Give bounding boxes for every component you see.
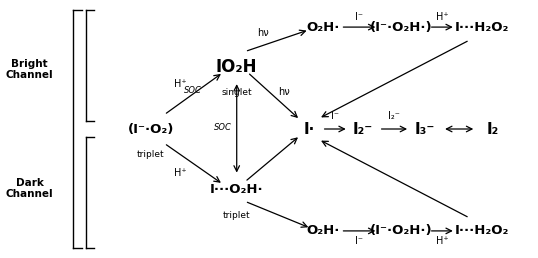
Text: (I⁻·O₂H·): (I⁻·O₂H·) bbox=[370, 21, 432, 34]
Text: hν: hν bbox=[278, 87, 290, 96]
Text: I₂: I₂ bbox=[486, 122, 498, 136]
Text: hν: hν bbox=[257, 28, 268, 38]
Text: I·: I· bbox=[304, 122, 315, 136]
Text: triplet: triplet bbox=[223, 211, 251, 220]
Text: H⁺: H⁺ bbox=[174, 168, 187, 178]
Text: I₂⁻: I₂⁻ bbox=[353, 122, 373, 136]
Text: triplet: triplet bbox=[137, 150, 165, 159]
Text: I₃⁻: I₃⁻ bbox=[415, 122, 435, 136]
Text: I⁻: I⁻ bbox=[356, 236, 363, 246]
Text: O₂H·: O₂H· bbox=[306, 21, 339, 34]
Text: H⁺: H⁺ bbox=[436, 236, 449, 246]
Text: O₂H·: O₂H· bbox=[306, 224, 339, 237]
Text: SOC: SOC bbox=[183, 86, 202, 95]
Text: I₂⁻: I₂⁻ bbox=[388, 111, 400, 121]
Text: I⁻: I⁻ bbox=[356, 12, 363, 22]
Text: I⁻: I⁻ bbox=[331, 111, 339, 121]
Text: I···H₂O₂: I···H₂O₂ bbox=[454, 224, 509, 237]
Text: H⁺: H⁺ bbox=[436, 12, 449, 22]
Text: IO₂H: IO₂H bbox=[216, 58, 258, 76]
Text: I···O₂H·: I···O₂H· bbox=[210, 183, 264, 196]
Text: Bright
Channel: Bright Channel bbox=[6, 59, 53, 80]
Text: (I⁻·O₂): (I⁻·O₂) bbox=[128, 123, 174, 135]
Text: Dark
Channel: Dark Channel bbox=[6, 178, 53, 199]
Text: SOC: SOC bbox=[214, 123, 232, 132]
Text: singlet: singlet bbox=[222, 88, 252, 97]
Text: H⁺: H⁺ bbox=[174, 79, 187, 89]
Text: I···H₂O₂: I···H₂O₂ bbox=[454, 21, 509, 34]
Text: (I⁻·O₂H·): (I⁻·O₂H·) bbox=[370, 224, 432, 237]
